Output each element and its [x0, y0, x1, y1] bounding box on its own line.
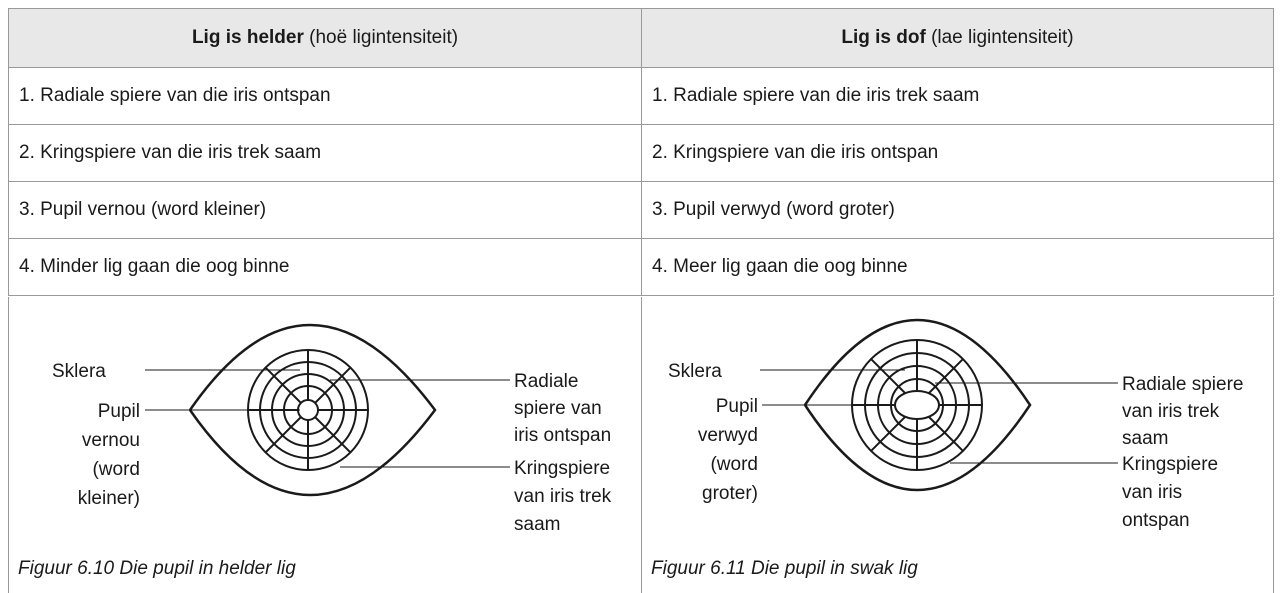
table: Lig is helder (hoë ligintensiteit) Lig i… [8, 8, 1274, 296]
label: Kringspiere [514, 458, 610, 479]
table-cell: 1. Radiale spiere van die iris ontspan [8, 68, 641, 124]
table-cell: 4. Minder lig gaan die oog binne [8, 239, 641, 295]
label: Sklera [668, 361, 722, 382]
figure-row [8, 297, 1274, 593]
label: saam [514, 514, 560, 535]
table-cell: 3. Pupil verwyd (word groter) [641, 182, 1274, 238]
header-main: Lig is helder [191, 27, 304, 48]
border [641, 297, 642, 593]
label: ontspan [1122, 510, 1190, 531]
label: van iris [1122, 482, 1182, 503]
label: iris ontspan [514, 425, 611, 446]
label: spiere van [514, 398, 602, 419]
header-note: (lae ligintensiteit) [931, 27, 1074, 48]
table-cell: 2. Kringspiere van die iris ontspan [641, 125, 1274, 181]
label: saam [1122, 428, 1168, 449]
caption: Figuur 6.11 Die pupil in swak lig [651, 558, 918, 579]
table-cell: 1. Radiale spiere van die iris trek saam [641, 68, 1274, 124]
label: Kringspiere [1122, 454, 1218, 475]
label: Sklera [52, 361, 106, 382]
header-cell: Lig is helder (hoë ligintensiteit) [8, 9, 641, 67]
label: verwyd [698, 425, 758, 446]
label: (word [92, 459, 140, 480]
pupil [297, 399, 319, 421]
label: Pupil [716, 396, 758, 417]
table-cell: 3. Pupil vernou (word kleiner) [8, 182, 641, 238]
label: kleiner) [78, 488, 140, 509]
pupil [894, 390, 940, 420]
header-cell: Lig is dof (lae ligintensiteit) [641, 9, 1274, 67]
caption: Figuur 6.10 Die pupil in helder lig [18, 558, 296, 579]
table-row: 1. Radiale spiere van die iris ontspan 1.… [8, 68, 1274, 125]
label: Radiale [514, 371, 578, 392]
label: Pupil [98, 401, 140, 422]
label: Radiale spiere [1122, 374, 1243, 395]
table-row: 4. Minder lig gaan die oog binne 4. Meer … [8, 239, 1274, 296]
header-main: Lig is dof [841, 27, 926, 48]
header-note: (hoë ligintensiteit) [309, 27, 459, 48]
table-row: 2. Kringspiere van die iris trek saam 2. … [8, 125, 1274, 182]
table-row: 3. Pupil vernou (word kleiner) 3. Pupil v… [8, 182, 1274, 239]
eye-outline [188, 323, 437, 497]
table-body: 1. Radiale spiere van die iris ontspan 1.… [8, 68, 1274, 296]
label: vernou [82, 430, 140, 451]
label: (word [710, 454, 758, 475]
table-cell: 2. Kringspiere van die iris trek saam [8, 125, 641, 181]
label: van iris trek [514, 486, 612, 507]
table-cell: 4. Meer lig gaan die oog binne [641, 239, 1274, 295]
label: van iris trek [1122, 401, 1220, 422]
border [1273, 297, 1274, 593]
border [8, 297, 9, 593]
header-row: Lig is helder (hoë ligintensiteit) Lig i… [8, 8, 1274, 68]
eye-outline [803, 318, 1032, 492]
label: groter) [702, 483, 758, 504]
